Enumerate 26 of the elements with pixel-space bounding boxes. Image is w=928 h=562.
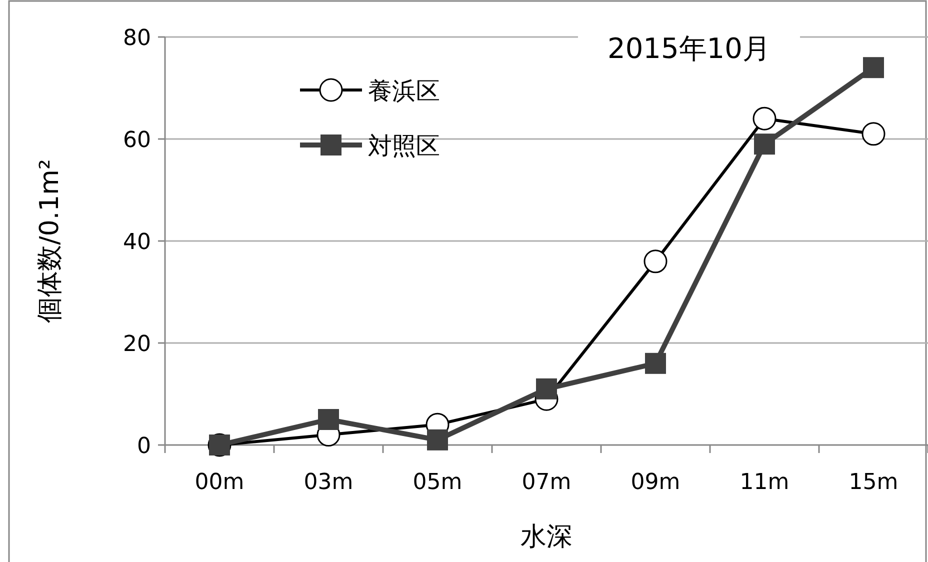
y-tick-label: 20 — [123, 332, 151, 357]
point — [754, 134, 775, 155]
x-tick-label: 07m — [522, 470, 572, 495]
chart-title: 2015年10月 — [608, 32, 770, 65]
point — [318, 409, 339, 430]
x-tick-label: 11m — [740, 470, 790, 495]
y-tick-label: 0 — [137, 434, 151, 459]
point — [427, 429, 448, 450]
y-tick-label: 40 — [123, 230, 151, 255]
point — [862, 122, 886, 146]
x-tick-label: 15m — [848, 470, 898, 495]
x-tick-label: 03m — [304, 470, 354, 495]
point — [644, 250, 668, 274]
legend-label: 対照区 — [368, 132, 440, 160]
x-tick-label: 00m — [194, 470, 244, 495]
x-axis-title: 水深 — [520, 522, 572, 552]
point — [863, 57, 884, 78]
point — [536, 378, 557, 400]
x-tick-label: 05m — [412, 470, 462, 495]
point — [645, 352, 666, 374]
point — [752, 106, 776, 130]
legend-label: 養浜区 — [368, 77, 440, 105]
y-tick-label: 80 — [123, 26, 151, 51]
y-axis-title: 個体数/0.1m² — [35, 159, 65, 323]
y-tick-label: 60 — [123, 128, 151, 153]
x-tick-label: 09m — [630, 470, 680, 495]
